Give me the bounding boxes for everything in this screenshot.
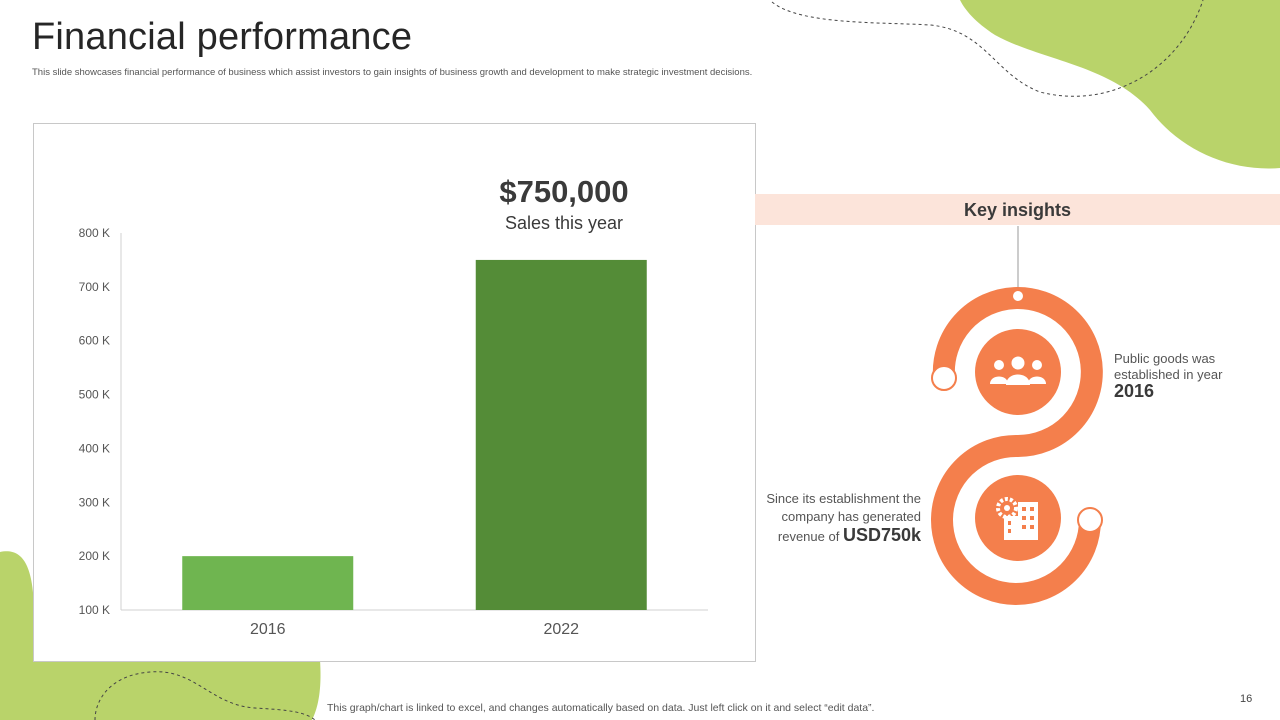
y-tick-label: 500 K bbox=[79, 388, 110, 402]
bar-2016 bbox=[182, 556, 354, 610]
track-dot-top bbox=[1013, 291, 1023, 301]
page-title: Financial performance bbox=[32, 16, 413, 58]
y-tick-label: 400 K bbox=[79, 441, 110, 455]
page-number: 16 bbox=[1240, 693, 1253, 705]
insight-circle-top bbox=[975, 329, 1061, 415]
insight-established-year: 2016 bbox=[1114, 381, 1155, 401]
sales-value: $750,000 bbox=[499, 174, 629, 209]
y-tick-label: 600 K bbox=[79, 334, 110, 348]
y-tick-label: 800 K bbox=[79, 226, 110, 240]
footnote: This graph/chart is linked to excel, and… bbox=[327, 702, 875, 714]
gear-building-icon bbox=[996, 497, 1038, 540]
bar-chart[interactable]: 100 K 200 K 300 K 400 K 500 K 600 K 700 K 800 K… bbox=[33, 123, 756, 662]
bar-chart-canvas: 100 K 200 K 300 K 400 K 500 K 600 K 700 K 800 K… bbox=[79, 226, 708, 638]
y-tick-label: 700 K bbox=[79, 280, 110, 294]
y-tick-label: 100 K bbox=[79, 603, 110, 617]
insight-revenue: Since its establishment the company has … bbox=[740, 490, 921, 546]
top-dashed-curve bbox=[771, 0, 1204, 97]
top-right-green-blob bbox=[960, 0, 1280, 169]
x-tick-label: 2022 bbox=[543, 621, 579, 638]
bottom-left-green-blob bbox=[0, 551, 321, 720]
bottom-dashed-curve bbox=[94, 671, 316, 720]
page-subtitle: This slide showcases financial performan… bbox=[32, 67, 753, 78]
x-tick-label: 2016 bbox=[250, 621, 286, 638]
insight-established: Public goods was established in year 201… bbox=[1114, 351, 1234, 401]
key-insights-header: Key insights bbox=[755, 194, 1280, 225]
y-tick-label: 200 K bbox=[79, 549, 110, 563]
bar-2022 bbox=[475, 259, 647, 610]
y-tick-label: 300 K bbox=[79, 495, 110, 509]
insight-revenue-text: Since its establishment the company has … bbox=[766, 491, 921, 544]
insight-revenue-amount: USD750k bbox=[842, 525, 921, 545]
key-insights-title: Key insights bbox=[963, 200, 1072, 220]
track-end-left bbox=[931, 365, 957, 391]
sales-caption: Sales this year bbox=[504, 213, 624, 233]
s-curve-track bbox=[931, 287, 1103, 605]
track-end-right bbox=[1077, 507, 1103, 533]
insight-established-text: Public goods was established in year bbox=[1114, 351, 1223, 382]
people-group-icon bbox=[990, 356, 1046, 385]
